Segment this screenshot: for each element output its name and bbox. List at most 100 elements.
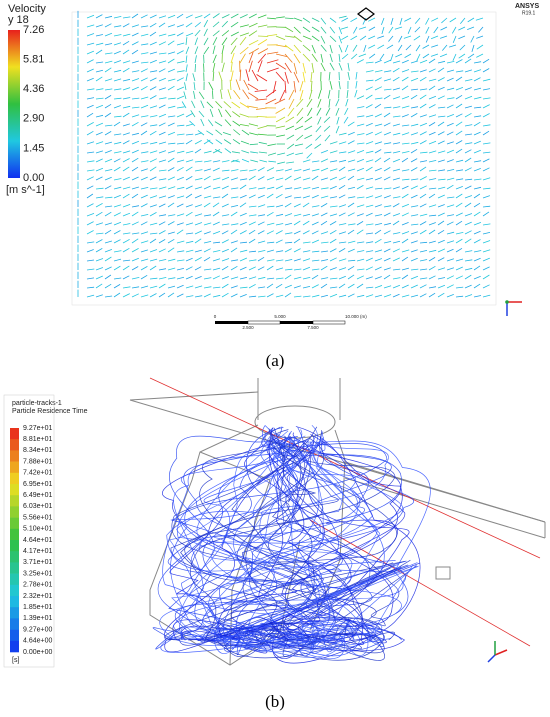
vector-arrow (446, 69, 455, 73)
vector-arrow (203, 195, 212, 199)
vector-arrow (401, 238, 409, 244)
vector-arrow (140, 194, 148, 199)
vector-arrow (167, 157, 175, 163)
vector-arrow (365, 166, 373, 172)
vector-arrow (455, 87, 464, 91)
vector-arrow (158, 214, 167, 217)
vector-arrow (446, 284, 454, 289)
vector-arrow (266, 167, 275, 172)
vector-arrow (158, 41, 167, 46)
vector-arrow (383, 151, 392, 154)
vector-arrow (356, 59, 364, 64)
vector-arrow (277, 152, 286, 156)
vector-arrow (176, 24, 184, 28)
vector-arrow (158, 104, 166, 109)
vector-arrow (356, 213, 364, 217)
legend-label: 2.32e+01 (23, 593, 52, 600)
vector-arrow (365, 257, 373, 262)
vector-arrow (410, 257, 418, 262)
legend-label: 2.78e+01 (23, 582, 52, 589)
vector-arrow (104, 274, 112, 280)
vector-arrow (167, 33, 176, 37)
vector-arrow (473, 87, 482, 91)
vector-arrow (212, 62, 216, 73)
vector-arrow (275, 35, 286, 41)
vector-arrow (293, 71, 300, 83)
vector-arrow (446, 97, 455, 100)
vector-arrow (452, 35, 457, 43)
vector-arrow (302, 177, 311, 181)
vector-arrow (167, 202, 175, 208)
vector-arrow (194, 285, 203, 289)
vector-arrow (383, 274, 391, 280)
vector-arrow (266, 186, 275, 190)
vector-arrow (428, 114, 437, 118)
vector-arrow (302, 250, 311, 253)
vector-arrow (293, 196, 302, 199)
vector-arrow (401, 105, 410, 109)
vector-arrow (392, 142, 401, 145)
vector-arrow (338, 223, 347, 226)
vector-arrow (113, 158, 121, 163)
vector-arrow (392, 115, 401, 118)
vector-arrow (379, 53, 385, 61)
vector-arrow (401, 231, 410, 235)
vector-arrow (212, 211, 220, 217)
vector-arrow (221, 203, 229, 208)
vector-arrow (392, 177, 401, 181)
vector-arrow (352, 44, 358, 52)
outlet-box (435, 566, 451, 580)
vector-arrow (383, 241, 392, 244)
vector-arrow (437, 169, 446, 172)
vector-arrow (232, 138, 241, 145)
vector-arrow (410, 60, 419, 64)
vector-arrow (311, 26, 320, 32)
scale-label: 0 (214, 314, 217, 319)
vector-arrow (320, 231, 329, 235)
vector-arrow (374, 167, 382, 172)
vector-arrow (189, 120, 196, 127)
vector-arrow (212, 45, 216, 55)
colorbar-segment (10, 551, 19, 563)
vector-arrow (185, 204, 193, 208)
vector-arrow (191, 100, 196, 109)
vector-arrow (302, 53, 311, 62)
vector-arrow (338, 159, 347, 163)
vector-arrow (104, 196, 113, 199)
vector-arrow (167, 131, 176, 136)
vector-arrow (122, 193, 130, 199)
vector-arrow (190, 110, 196, 118)
vector-arrow (392, 106, 401, 109)
vector-arrow (176, 77, 184, 82)
vector-arrow (248, 169, 257, 172)
colorbar-segment (10, 472, 19, 485)
vector-arrow (212, 149, 221, 154)
vector-arrow (131, 211, 139, 217)
vector-arrow (131, 32, 139, 37)
vector-arrow (104, 283, 112, 289)
vector-arrow (194, 55, 197, 64)
vector-arrow (302, 220, 310, 226)
vector-arrow (239, 32, 250, 37)
vector-arrow (284, 53, 293, 63)
vector-arrow (437, 95, 445, 100)
vector-arrow (113, 97, 122, 100)
particle-tracks (152, 424, 431, 664)
vector-arrow (254, 89, 268, 92)
vector-arrow (287, 107, 295, 117)
vector-arrow (86, 50, 95, 55)
vector-arrow (104, 249, 113, 253)
vector-arrow (248, 266, 256, 271)
vector-arrow (428, 249, 437, 253)
vector-arrow (383, 248, 391, 253)
vector-arrow (383, 59, 391, 64)
vector-arrow (113, 277, 122, 280)
vector-arrow (86, 185, 94, 190)
vector-arrow (239, 194, 247, 199)
vector-arrow (383, 70, 392, 73)
vector-arrow (293, 268, 302, 271)
particle-track (170, 438, 409, 650)
vector-arrow (344, 107, 349, 115)
particle-track (162, 436, 387, 644)
vector-arrow (86, 77, 94, 82)
